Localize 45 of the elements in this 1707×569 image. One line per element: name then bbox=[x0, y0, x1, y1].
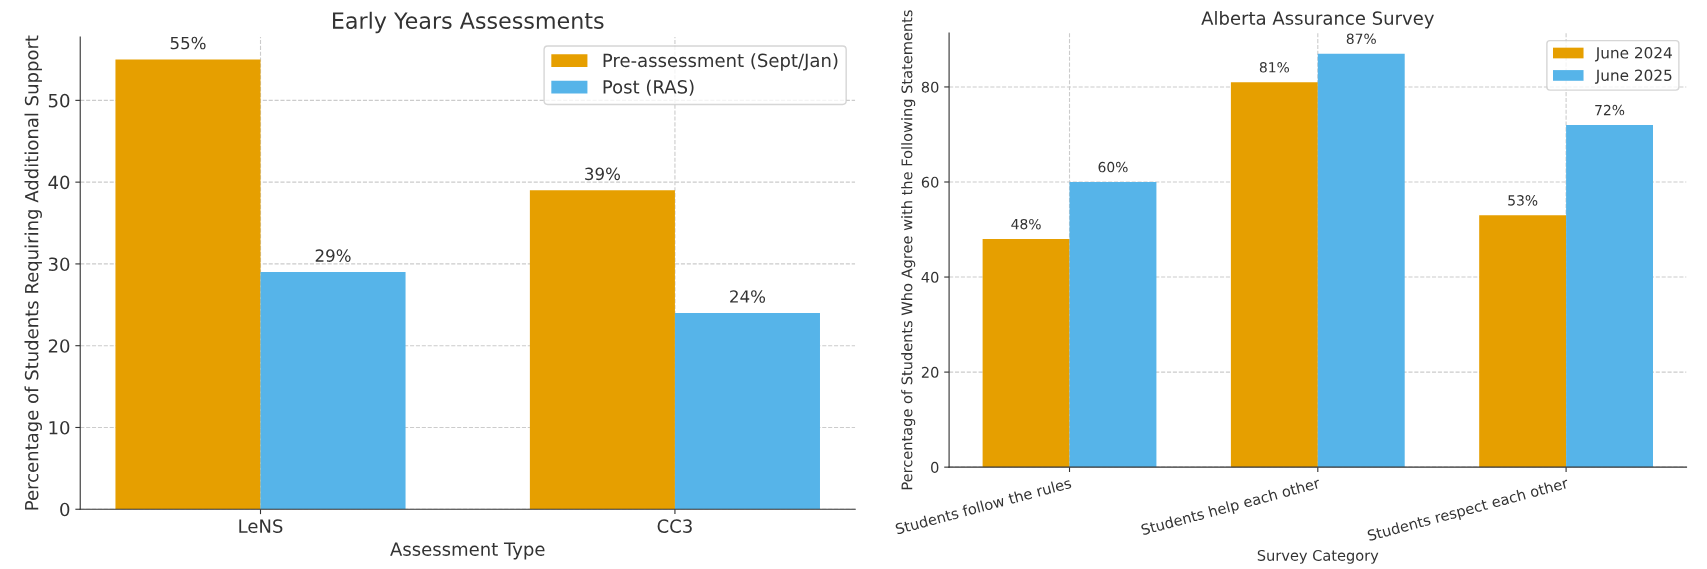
y-tick-label: 40 bbox=[921, 271, 939, 283]
x-tick-label: LeNS bbox=[239, 519, 283, 533]
data-label: 48% bbox=[1011, 218, 1041, 230]
data-label: 81% bbox=[1259, 62, 1290, 73]
legend-label: June 2024 bbox=[1594, 47, 1672, 62]
y-tick-label: 50 bbox=[48, 93, 70, 108]
y-tick-label: 20 bbox=[48, 339, 70, 353]
bar bbox=[115, 59, 261, 510]
x-axis-title: Assessment Type bbox=[390, 542, 545, 560]
y-tick-label: 0 bbox=[931, 461, 939, 473]
chart-title: Early Years Assessments bbox=[333, 11, 604, 34]
data-label: 87% bbox=[1346, 33, 1376, 45]
bar bbox=[529, 190, 675, 510]
x-tick-label: Students respect each other bbox=[1366, 476, 1570, 544]
bar bbox=[1479, 215, 1567, 468]
y-tick-label: 80 bbox=[921, 81, 939, 93]
y-axis-title: Percentage of Students Requiring Additional Support bbox=[24, 35, 42, 510]
bar bbox=[1069, 181, 1157, 468]
data-label: 60% bbox=[1098, 161, 1128, 173]
x-tick-label: CC3 bbox=[657, 519, 692, 533]
chart-title: Alberta Assurance Survey bbox=[1201, 10, 1434, 29]
legend-label: Post (RAS) bbox=[603, 79, 694, 96]
y-tick-label: 0 bbox=[60, 502, 70, 517]
y-tick-label: 30 bbox=[48, 257, 70, 272]
legend-label: June 2025 bbox=[1594, 69, 1672, 84]
bar bbox=[260, 272, 406, 510]
data-label: 29% bbox=[315, 249, 351, 262]
y-tick-label: 60 bbox=[921, 176, 939, 188]
data-label: 39% bbox=[585, 167, 621, 181]
data-label: 53% bbox=[1508, 195, 1538, 206]
y-tick-label: 10 bbox=[49, 420, 70, 435]
legend-label: Pre-assessment (Sept/Jan) bbox=[603, 53, 838, 71]
bar bbox=[1317, 53, 1405, 468]
bar bbox=[1566, 124, 1653, 468]
data-label: 72% bbox=[1595, 104, 1625, 116]
bar bbox=[674, 312, 820, 510]
y-axis-title: Percentage of Students Who Agree with the Following Statements bbox=[901, 10, 916, 490]
x-tick-label: Students help each other bbox=[1140, 476, 1322, 538]
x-axis-title: Survey Category bbox=[1257, 549, 1379, 564]
bar bbox=[1230, 82, 1318, 468]
data-label: 55% bbox=[170, 36, 206, 50]
data-label: 24% bbox=[730, 290, 766, 303]
y-tick-label: 20 bbox=[921, 366, 939, 378]
bar bbox=[982, 239, 1070, 468]
y-tick-label: 40 bbox=[48, 175, 70, 190]
